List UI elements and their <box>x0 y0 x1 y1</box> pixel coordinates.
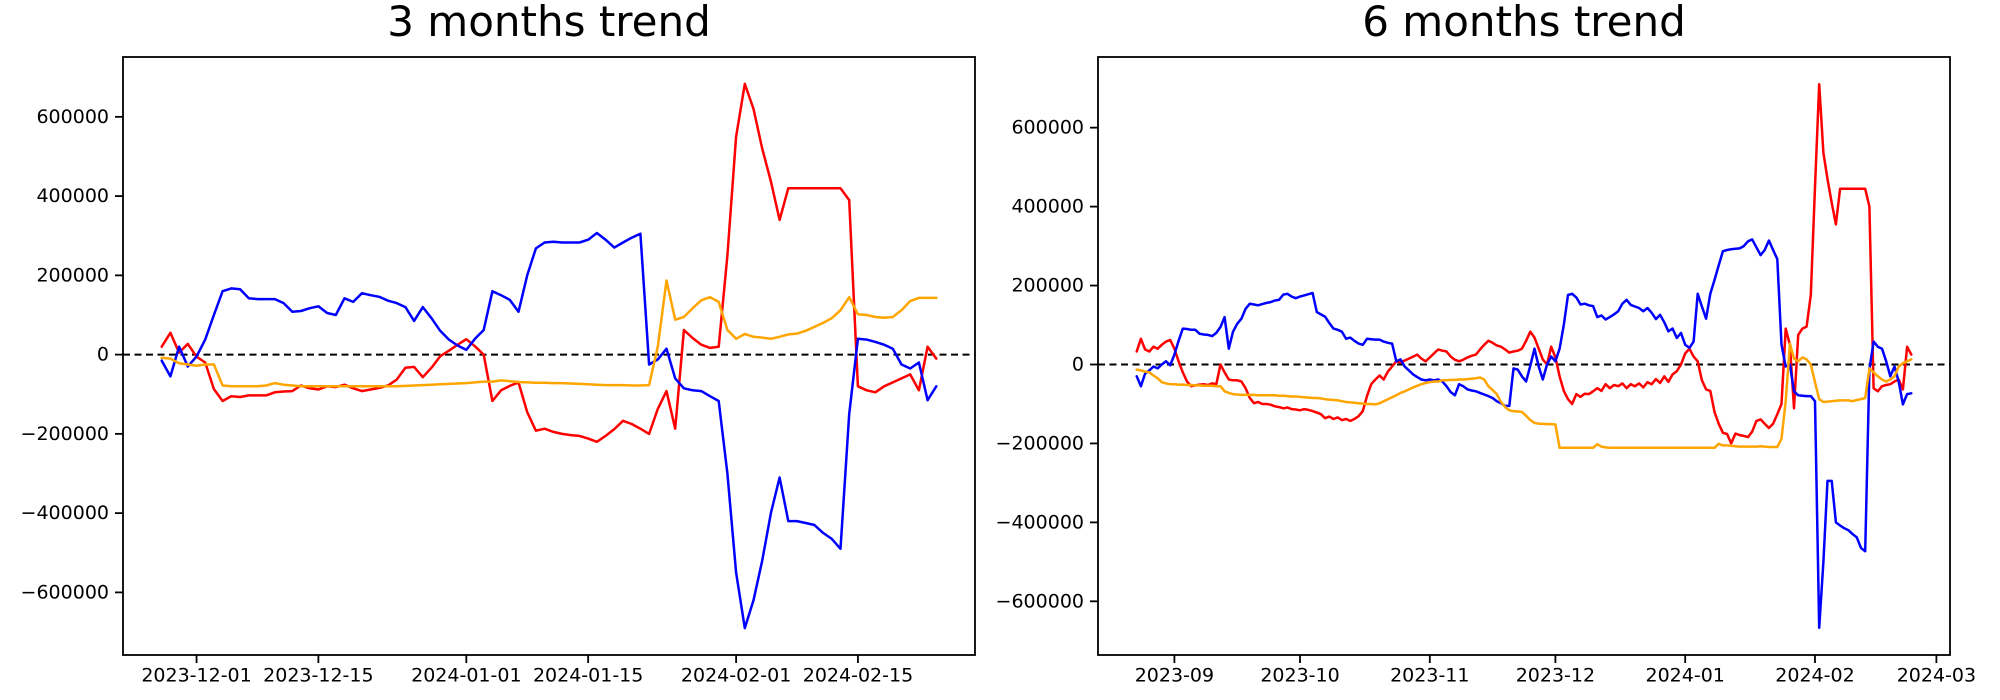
svg-text:2024-03: 2024-03 <box>1897 665 1976 687</box>
svg-text:−600000: −600000 <box>996 590 1084 612</box>
svg-text:−400000: −400000 <box>996 511 1084 533</box>
svg-text:2023-10: 2023-10 <box>1260 665 1339 687</box>
svg-text:2023-09: 2023-09 <box>1135 665 1214 687</box>
svg-text:2023-11: 2023-11 <box>1390 665 1469 687</box>
svg-text:400000: 400000 <box>36 185 109 207</box>
svg-text:0: 0 <box>97 344 109 366</box>
plot-area-3-months-trend: 2023-12-01 2023-12-15 2024-01-01 2024-01-15… <box>21 56 976 687</box>
svg-text:−400000: −400000 <box>21 502 109 524</box>
svg-text:600000: 600000 <box>36 106 109 128</box>
chart-title-6-months: 6 months trend <box>1362 0 1686 46</box>
svg-text:0: 0 <box>1072 353 1084 375</box>
svg-text:−200000: −200000 <box>21 423 109 445</box>
svg-text:2024-02-01: 2024-02-01 <box>681 665 791 687</box>
svg-text:2023-12-15: 2023-12-15 <box>263 665 373 687</box>
svg-text:2023-12: 2023-12 <box>1516 665 1595 687</box>
svg-text:−600000: −600000 <box>21 581 109 603</box>
chart-title-3-months: 3 months trend <box>387 0 711 46</box>
svg-text:2024-01-01: 2024-01-01 <box>411 665 521 687</box>
svg-text:2023-12-01: 2023-12-01 <box>141 665 251 687</box>
plot-area-6-months-trend: 2023-09 2023-10 2023-11 2023-12 2024-01 2024-… <box>996 56 1976 687</box>
svg-text:600000: 600000 <box>1011 117 1084 139</box>
svg-text:400000: 400000 <box>1011 196 1084 218</box>
svg-text:2024-02: 2024-02 <box>1775 665 1854 687</box>
svg-text:2024-01: 2024-01 <box>1645 665 1724 687</box>
svg-text:2024-02-15: 2024-02-15 <box>803 665 913 687</box>
svg-text:2024-01-15: 2024-01-15 <box>533 665 643 687</box>
svg-text:−200000: −200000 <box>996 432 1084 454</box>
svg-text:200000: 200000 <box>1011 275 1084 297</box>
svg-text:200000: 200000 <box>36 264 109 286</box>
